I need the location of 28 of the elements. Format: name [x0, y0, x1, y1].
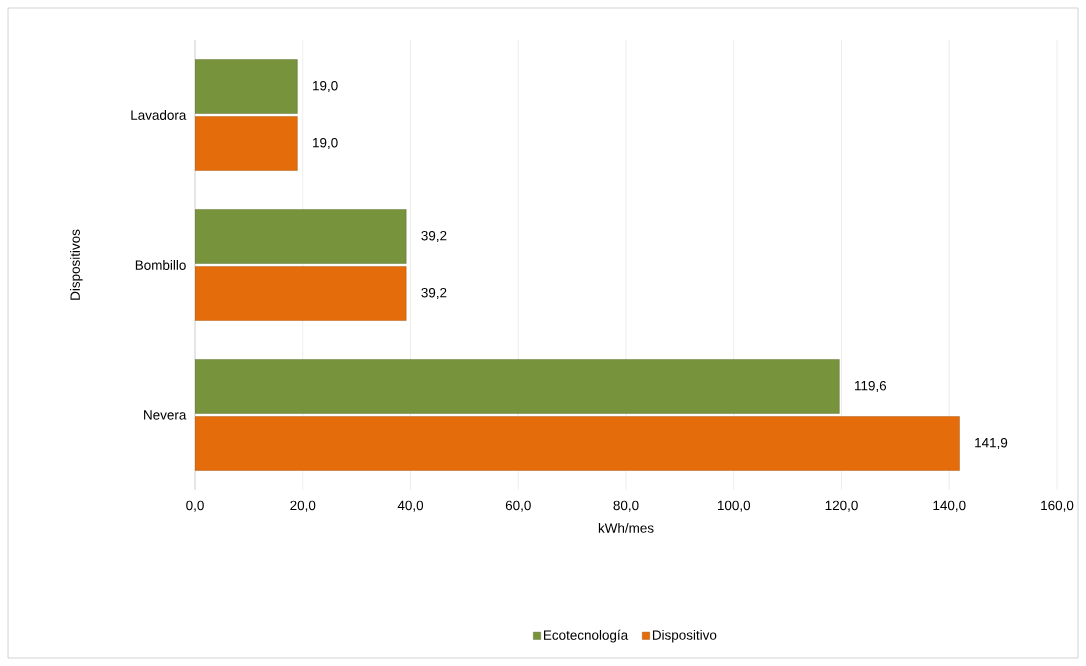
bar	[195, 116, 298, 171]
data-label: 119,6	[855, 380, 887, 393]
x-tick-label: 140,0	[933, 500, 966, 512]
data-label: 19,0	[313, 137, 338, 150]
legend-label: Dispositivo	[652, 629, 717, 643]
x-tick-label: 60,0	[505, 500, 531, 512]
data-label: 141,9	[975, 437, 1008, 450]
data-label: 39,2	[421, 230, 447, 243]
data-label: 39,2	[421, 287, 447, 300]
y-tick-label: Nevera	[144, 410, 187, 420]
x-axis-title: kWh/mes	[598, 522, 654, 533]
x-tick-label: 80,0	[613, 500, 639, 512]
x-tick-label: 20,0	[290, 500, 316, 512]
legend-label: Ecotecnología	[544, 629, 629, 643]
bar	[195, 359, 840, 414]
bar	[195, 416, 960, 471]
y-axis-title: Dispositivos	[70, 229, 83, 300]
data-label: 19,0	[313, 80, 338, 93]
x-tick-label: 0,0	[186, 500, 204, 512]
x-tick-label: 160,0	[1041, 500, 1074, 512]
y-tick-label: Bombillo	[135, 260, 186, 270]
x-tick-label: 120,0	[825, 500, 858, 512]
x-tick-label: 40,0	[397, 500, 424, 512]
bar	[195, 266, 407, 321]
x-tick-label: 100,0	[717, 500, 751, 512]
bar	[195, 59, 298, 114]
bar	[195, 209, 407, 264]
y-tick-label: Lavadora	[131, 110, 187, 120]
